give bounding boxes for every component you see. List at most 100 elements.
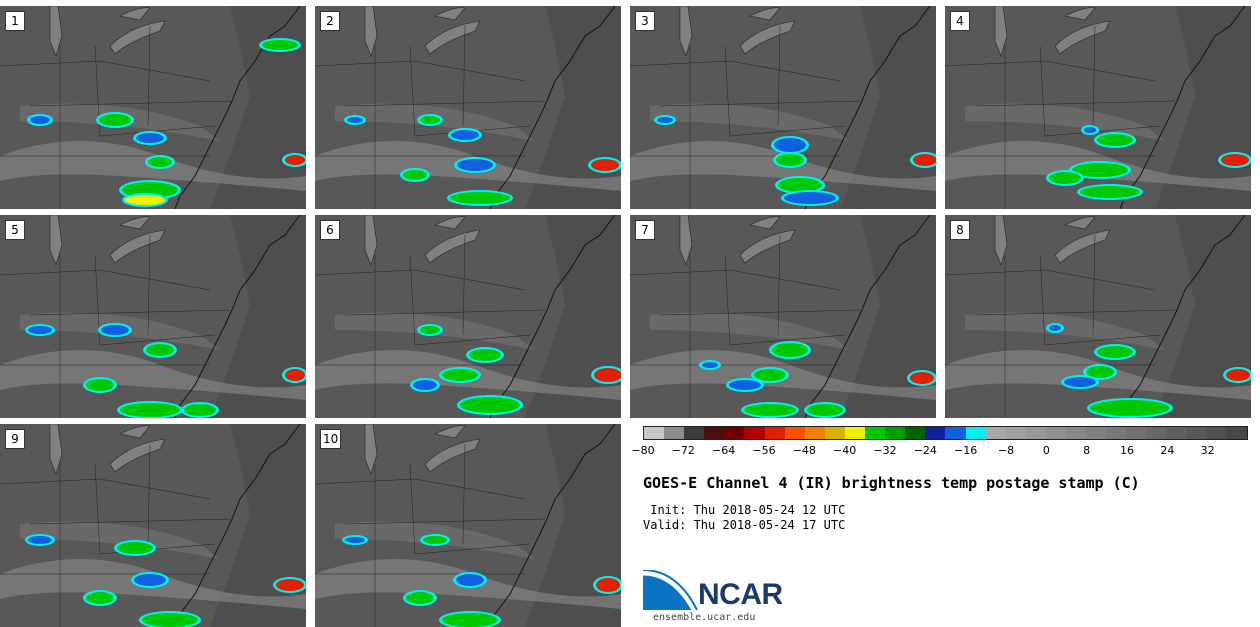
lake-michigan bbox=[364, 215, 378, 266]
cloud-top-core bbox=[86, 379, 114, 391]
lake-michigan bbox=[679, 6, 693, 57]
colorbar-segment bbox=[1206, 427, 1227, 439]
cloud-top-core bbox=[406, 592, 434, 604]
cloud-top-core bbox=[1097, 134, 1133, 146]
colorbar-segment bbox=[664, 427, 685, 439]
cloud-top-core bbox=[594, 368, 621, 382]
colorbar-tick-label: −72 bbox=[671, 444, 695, 457]
colorbar-segment bbox=[764, 427, 785, 439]
satellite-map bbox=[315, 424, 621, 627]
colorbar-tick-label: −80 bbox=[631, 444, 655, 457]
cloud-top-core bbox=[1049, 325, 1061, 331]
satellite-map bbox=[315, 6, 621, 209]
colorbar-segment bbox=[824, 427, 845, 439]
lake-ontario bbox=[119, 425, 151, 439]
init-time: Init: Thu 2018-05-24 12 UTC bbox=[643, 503, 846, 517]
cloud-top-core bbox=[1226, 369, 1250, 381]
colorbar-segment bbox=[724, 427, 745, 439]
coastline bbox=[489, 215, 616, 418]
colorbar-segment bbox=[1045, 427, 1066, 439]
lake-ontario bbox=[119, 216, 151, 230]
state-borders bbox=[945, 234, 1176, 418]
colorbar-segment bbox=[925, 427, 946, 439]
panel-number: 8 bbox=[950, 220, 970, 240]
state-borders bbox=[315, 443, 546, 627]
ensemble-panel-1: 1 bbox=[0, 6, 306, 209]
ensemble-panel-7: 7 bbox=[630, 215, 936, 418]
ocean-area bbox=[210, 215, 306, 418]
lake-erie bbox=[109, 20, 166, 55]
cloud-top-core bbox=[285, 369, 305, 381]
ensemble-panel-9: 9 bbox=[0, 424, 306, 627]
colorbar-segment bbox=[1005, 427, 1026, 439]
lake-ontario bbox=[1064, 216, 1096, 230]
colorbar-tick-label: 32 bbox=[1200, 444, 1215, 457]
cloud-top-core bbox=[413, 380, 437, 390]
cloud-top-core bbox=[910, 372, 934, 384]
cloud-top-core bbox=[285, 155, 305, 165]
ncar-logo-text: NCAR bbox=[698, 578, 783, 611]
state-borders bbox=[0, 234, 231, 418]
colorbar-segment bbox=[804, 427, 825, 439]
colorbar-tick-label: −16 bbox=[954, 444, 978, 457]
colorbar-segment bbox=[784, 427, 805, 439]
ensemble-panel-8: 8 bbox=[945, 215, 1251, 418]
cloud-band bbox=[0, 350, 306, 400]
ensemble-panel-10: 10 bbox=[315, 424, 621, 627]
cloud-top-core bbox=[657, 117, 673, 123]
cloud-top-core bbox=[403, 170, 427, 180]
colorbar-segment bbox=[1226, 427, 1247, 439]
lake-ontario bbox=[1064, 7, 1096, 21]
cloud-band bbox=[650, 312, 850, 350]
cloud-top-core bbox=[1090, 400, 1170, 416]
cloud-top-core bbox=[146, 344, 174, 356]
lake-erie bbox=[424, 438, 481, 473]
cloud-top-core bbox=[99, 114, 131, 126]
colorbar-segment bbox=[885, 427, 906, 439]
cloud-top-core bbox=[778, 178, 822, 192]
colorbar-tick-label: −56 bbox=[752, 444, 776, 457]
colorbar-segment bbox=[1186, 427, 1207, 439]
cloud-top-core bbox=[784, 192, 836, 204]
cloud-top-core bbox=[807, 404, 843, 416]
cloud-top-core bbox=[28, 326, 52, 334]
satellite-map bbox=[945, 6, 1251, 209]
cloud-top-core bbox=[450, 192, 510, 204]
cloud-band bbox=[650, 103, 850, 141]
state-borders bbox=[630, 25, 861, 209]
cloud-top-core bbox=[420, 116, 440, 124]
cloud-top-core bbox=[142, 613, 198, 627]
cloud-top-core bbox=[125, 195, 165, 205]
lake-michigan bbox=[49, 424, 63, 475]
ncar-logo-icon bbox=[643, 570, 698, 611]
panel-number: 5 bbox=[5, 220, 25, 240]
cloud-band bbox=[20, 521, 220, 559]
site-url: ensemble.ucar.edu bbox=[653, 612, 756, 623]
cloud-top-core bbox=[420, 326, 440, 334]
cloud-top-core bbox=[117, 542, 153, 554]
cloud-top-core bbox=[1097, 346, 1133, 358]
lake-ontario bbox=[119, 7, 151, 21]
ensemble-panel-2: 2 bbox=[315, 6, 621, 209]
ocean-area bbox=[210, 424, 306, 627]
ocean-area bbox=[525, 424, 621, 627]
cloud-top-core bbox=[591, 159, 619, 171]
state-borders bbox=[630, 234, 861, 418]
lake-michigan bbox=[679, 215, 693, 266]
panel-number: 2 bbox=[320, 11, 340, 31]
cloud-top-core bbox=[460, 397, 520, 413]
lake-erie bbox=[424, 229, 481, 264]
colorbar-tick-label: −48 bbox=[792, 444, 816, 457]
coastline bbox=[1119, 215, 1246, 418]
cloud-top-core bbox=[442, 613, 498, 627]
cloud-top-core bbox=[148, 157, 172, 167]
cloud-top-core bbox=[276, 579, 304, 591]
ensemble-panel-5: 5 bbox=[0, 215, 306, 418]
cloud-top-core bbox=[772, 343, 808, 357]
cloud-top-core bbox=[729, 380, 761, 390]
panel-number: 7 bbox=[635, 220, 655, 240]
lake-ontario bbox=[434, 425, 466, 439]
colorbar-tick-label: −32 bbox=[873, 444, 897, 457]
cloud-top-core bbox=[702, 362, 718, 368]
cloud-top-core bbox=[1049, 172, 1081, 184]
